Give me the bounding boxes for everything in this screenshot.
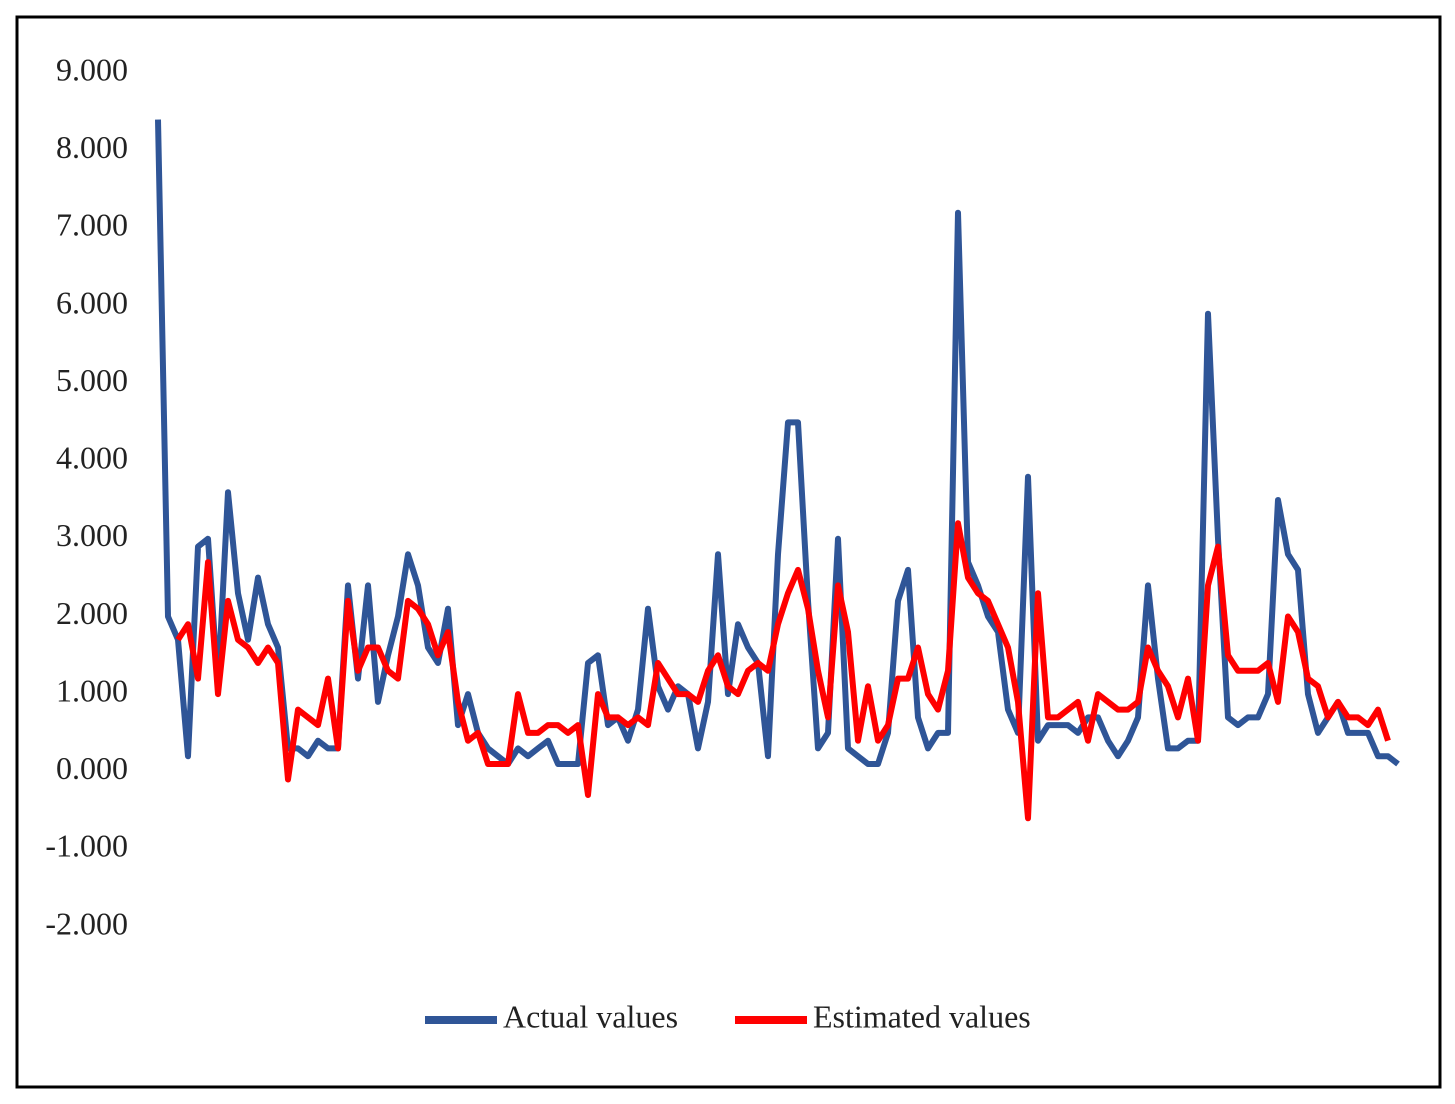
y-tick-label: 8.000 bbox=[56, 129, 128, 165]
y-tick-label: 7.000 bbox=[56, 207, 128, 243]
frame bbox=[15, 15, 1442, 1089]
y-tick-label: 9.000 bbox=[56, 51, 128, 87]
legend-label: Actual values bbox=[503, 998, 678, 1034]
y-tick-label: 0.000 bbox=[56, 750, 128, 786]
data-line bbox=[155, 119, 1400, 767]
y-tick-label: 2.000 bbox=[56, 595, 128, 631]
y-tick-label: -2.000 bbox=[45, 905, 128, 941]
y-tick-label: 5.000 bbox=[56, 362, 128, 398]
y-tick-label: 6.000 bbox=[56, 284, 128, 320]
legend-label: Estimated values bbox=[813, 998, 1031, 1034]
y-tick-label: 3.000 bbox=[56, 517, 128, 553]
y-tick-label: 4.000 bbox=[56, 440, 128, 476]
y-tick-label: -1.000 bbox=[45, 828, 128, 864]
data-line bbox=[175, 520, 1391, 822]
y-tick-label: 1.000 bbox=[56, 672, 128, 708]
